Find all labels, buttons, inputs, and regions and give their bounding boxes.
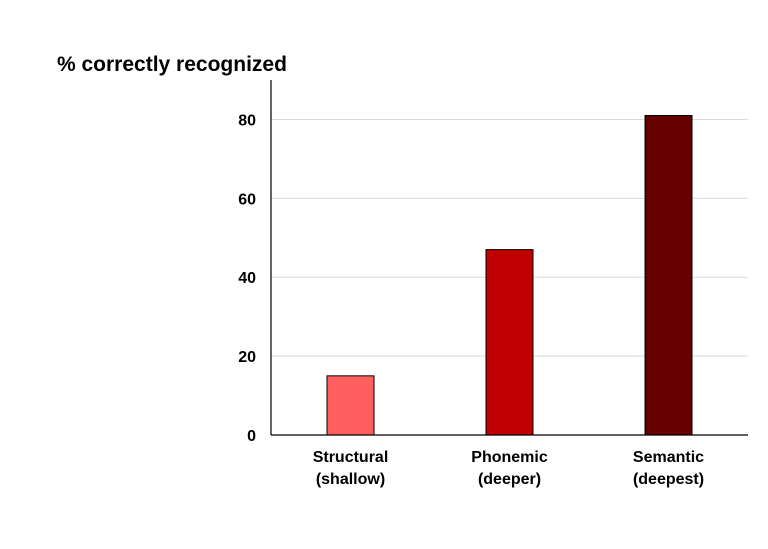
y-tick-label: 20: [238, 349, 256, 366]
bar-semantic: [644, 115, 693, 436]
y-tick-label: 0: [247, 428, 256, 445]
bar-structural: [326, 375, 375, 436]
y-tick-labels: 0 20 40 60 80: [238, 112, 256, 445]
bar-phonemic: [485, 249, 534, 436]
x-category-label: Semantic (deepest): [633, 449, 704, 488]
y-axis-title: % correctly recognized: [57, 53, 287, 76]
x-category-labels: Structural (shallow) Phonemic (deeper) Seman…: [313, 449, 704, 488]
axes: [270, 80, 748, 436]
y-tick-label: 60: [238, 191, 256, 208]
y-tick-label: 40: [238, 270, 256, 287]
x-category-label: Structural (shallow): [313, 449, 389, 488]
x-category-label: Phonemic (deeper): [471, 449, 548, 488]
bars: [326, 115, 693, 436]
y-tick-label: 80: [238, 112, 256, 129]
